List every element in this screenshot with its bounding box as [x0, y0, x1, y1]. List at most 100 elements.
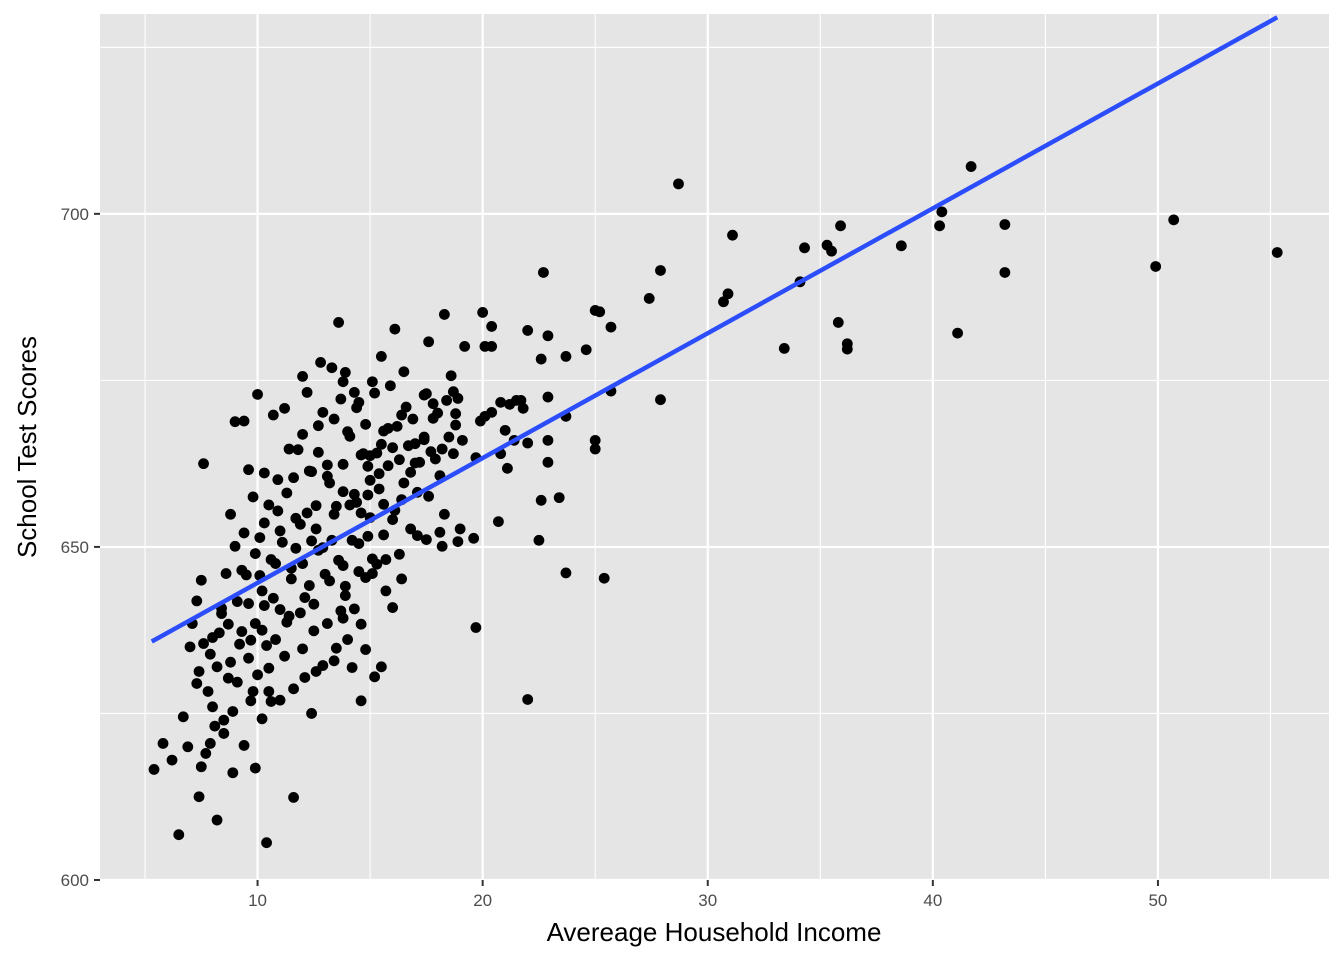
y-axis-title: School Test Scores: [12, 336, 42, 558]
data-point: [245, 634, 257, 646]
data-point: [193, 666, 205, 677]
data-point: [400, 401, 412, 413]
data-point: [470, 622, 482, 633]
data-point: [204, 648, 216, 660]
axis-ticks: [94, 212, 1159, 886]
data-point: [423, 336, 435, 348]
data-point: [360, 418, 372, 430]
data-point: [366, 376, 378, 388]
data-point: [522, 437, 534, 449]
data-point: [193, 791, 205, 803]
data-point: [297, 643, 308, 655]
data-point: [198, 638, 209, 649]
data-point: [348, 603, 360, 615]
data-point: [238, 740, 250, 751]
major-gridlines: [100, 14, 1329, 882]
data-point: [459, 341, 471, 352]
data-point: [560, 567, 572, 579]
data-point: [173, 829, 185, 841]
data-point: [438, 508, 450, 520]
x-tick-label: 10: [248, 891, 267, 910]
data-point: [211, 814, 223, 826]
data-point: [211, 661, 223, 673]
data-point: [263, 686, 275, 697]
data-point: [535, 494, 547, 506]
data-point: [533, 534, 545, 546]
data-point: [283, 443, 295, 455]
data-point: [236, 564, 248, 576]
data-point: [389, 323, 401, 335]
data-point: [450, 408, 462, 420]
data-point: [504, 398, 516, 410]
data-point: [589, 443, 601, 455]
x-tick-label: 20: [473, 891, 492, 910]
data-point: [1150, 261, 1162, 272]
data-point: [934, 220, 945, 232]
data-point: [227, 706, 239, 717]
data-point: [373, 468, 385, 480]
data-point: [952, 327, 963, 339]
data-point: [301, 507, 313, 519]
data-point: [396, 409, 408, 421]
data-point: [274, 604, 286, 615]
data-point: [339, 580, 351, 592]
data-point: [387, 602, 399, 613]
data-point: [553, 492, 565, 504]
data-point: [835, 220, 846, 232]
data-point: [502, 462, 513, 474]
data-point: [337, 486, 349, 498]
data-point: [1271, 247, 1283, 258]
data-point: [445, 370, 457, 382]
data-point: [222, 618, 234, 630]
data-point: [299, 592, 311, 603]
data-point: [722, 288, 734, 300]
data-point: [353, 538, 365, 549]
data-point: [195, 574, 207, 586]
data-point: [542, 434, 554, 446]
data-point: [936, 206, 948, 218]
data-point: [369, 671, 381, 683]
data-point: [655, 394, 666, 406]
data-point: [727, 229, 738, 241]
data-point: [297, 370, 308, 382]
data-point: [339, 590, 351, 601]
data-point: [479, 341, 491, 352]
data-point: [362, 489, 374, 501]
data-point: [328, 508, 340, 520]
data-point: [258, 517, 270, 529]
data-point: [324, 477, 335, 489]
data-point: [468, 532, 480, 544]
data-point: [195, 761, 207, 773]
data-point: [378, 498, 390, 510]
data-point: [258, 600, 270, 611]
data-point: [222, 672, 234, 684]
data-point: [308, 598, 320, 610]
data-point: [184, 641, 196, 653]
data-point: [231, 596, 243, 607]
data-point: [778, 343, 790, 354]
data-point: [225, 656, 236, 668]
data-point: [369, 387, 381, 399]
data-point: [252, 388, 263, 400]
data-point: [245, 695, 257, 707]
data-point: [312, 446, 324, 458]
x-axis-title: Avereage Household Income: [547, 917, 882, 947]
data-point: [366, 568, 378, 579]
data-point: [895, 240, 907, 252]
data-point: [263, 662, 275, 674]
data-point: [204, 738, 216, 749]
data-point: [335, 605, 347, 617]
data-point: [294, 518, 306, 530]
data-point: [378, 425, 390, 437]
data-point: [542, 456, 554, 468]
data-point: [1168, 214, 1180, 226]
data-point: [337, 376, 349, 388]
data-point: [436, 540, 448, 552]
data-point: [297, 428, 308, 440]
data-point: [362, 530, 374, 542]
data-point: [261, 640, 272, 651]
data-point: [308, 625, 320, 637]
y-tick-label: 600: [61, 871, 89, 890]
data-point: [279, 650, 290, 662]
data-point: [310, 666, 322, 677]
